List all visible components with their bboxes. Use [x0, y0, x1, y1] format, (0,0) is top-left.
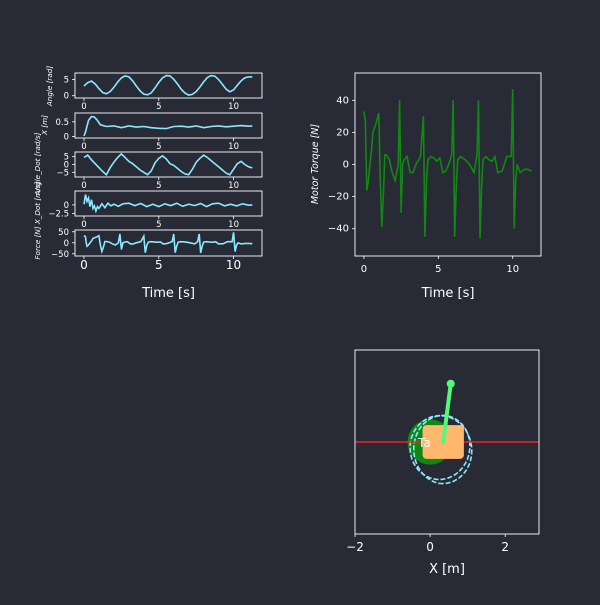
x-dot-axes-frame — [74, 190, 263, 217]
motor-torque-xtick-label: 5 — [435, 264, 441, 275]
angle-xtick-label: 10 — [228, 102, 239, 112]
angle-dot-xtick-label: 10 — [228, 181, 239, 191]
x-dot-xtick-label: 0 — [81, 220, 86, 230]
angle-axes-frame — [74, 72, 263, 99]
trajectory-trail — [409, 414, 473, 485]
angle-dot-ytick-label: −5 — [56, 168, 69, 178]
motor-torque-ytick-label: −40 — [328, 224, 349, 235]
motor-torque-xtick-label: 10 — [506, 264, 519, 275]
animation-xlabel: X [m] — [429, 562, 465, 577]
animation-xtick-label: 2 — [501, 540, 509, 554]
motor-torque-ylabel: Motor Torque [N] — [310, 124, 321, 205]
x-dot-series-line — [83, 194, 253, 214]
cart-position-ytick-label: 0 — [64, 133, 69, 143]
force-xtick-label: 0 — [80, 258, 88, 272]
motor-torque-series-line — [363, 89, 532, 239]
angle-dot-ytick-label: 0 — [64, 161, 69, 171]
angle-dot-series-line — [83, 152, 253, 176]
x-dot-ytick-label: −2.5 — [48, 210, 69, 220]
angle-dot-xtick-label: 0 — [81, 181, 86, 191]
cart-position-xtick-label: 0 — [81, 142, 86, 152]
force-series-line — [83, 232, 253, 255]
motor-torque-ytick-label: −20 — [328, 192, 349, 203]
angle-dot-ytick-label: 5 — [64, 153, 69, 163]
x-dot-ytick-label: 0 — [64, 201, 69, 211]
motor-torque-ytick-label: 20 — [336, 127, 349, 138]
motor-torque-xlabel: Time [s] — [421, 286, 475, 301]
angle-ylabel: Angle [rad] — [45, 66, 54, 107]
angle-xtick-label: 0 — [81, 102, 86, 112]
x-dot-ylabel: X_Dot [m/s] — [33, 182, 42, 226]
angle-dot-ylabel: Angle_Dot [rad/s] — [33, 132, 42, 196]
pole-tip — [446, 379, 455, 388]
animation-axes-frame — [354, 349, 540, 535]
cart-position-series-line — [83, 115, 253, 137]
motor-torque-ytick-label: 40 — [336, 95, 349, 106]
angle-dot-axes-frame — [74, 151, 263, 178]
x-dot-xtick-label: 5 — [156, 220, 161, 230]
motor-torque-ytick-label: 0 — [343, 160, 349, 171]
force-xtick-label: 5 — [155, 258, 163, 272]
cart-position-ytick-label: 0.5 — [55, 118, 69, 128]
force-xtick-label: 10 — [226, 258, 241, 272]
pole-rod — [441, 381, 453, 444]
angle-ytick-label: 5 — [64, 75, 69, 85]
cart-position-ylabel: X [m] — [40, 115, 49, 136]
motor-torque-xtick-label: 0 — [361, 264, 367, 275]
x-dot-xtick-label: 10 — [228, 220, 239, 230]
force-ytick-label: 50 — [58, 228, 69, 238]
force-ytick-label: 0 — [64, 239, 69, 249]
angle-dot-xtick-label: 5 — [156, 181, 161, 191]
force-ytick-label: −50 — [51, 250, 69, 260]
cart-position-xtick-label: 10 — [228, 142, 239, 152]
angle-series-line — [83, 74, 253, 96]
animation-xtick-label: −2 — [346, 540, 364, 554]
angle-xtick-label: 5 — [156, 102, 161, 112]
cart-position-axes-frame — [74, 112, 263, 139]
force-xlabel: Time [s] — [141, 286, 195, 301]
animation-xtick-label: 0 — [426, 540, 434, 554]
angle-ytick-label: 0 — [64, 92, 69, 102]
cart-label: Ta — [417, 436, 431, 450]
force-ylabel: Force [N] — [33, 226, 42, 259]
cart-position-xtick-label: 5 — [156, 142, 161, 152]
